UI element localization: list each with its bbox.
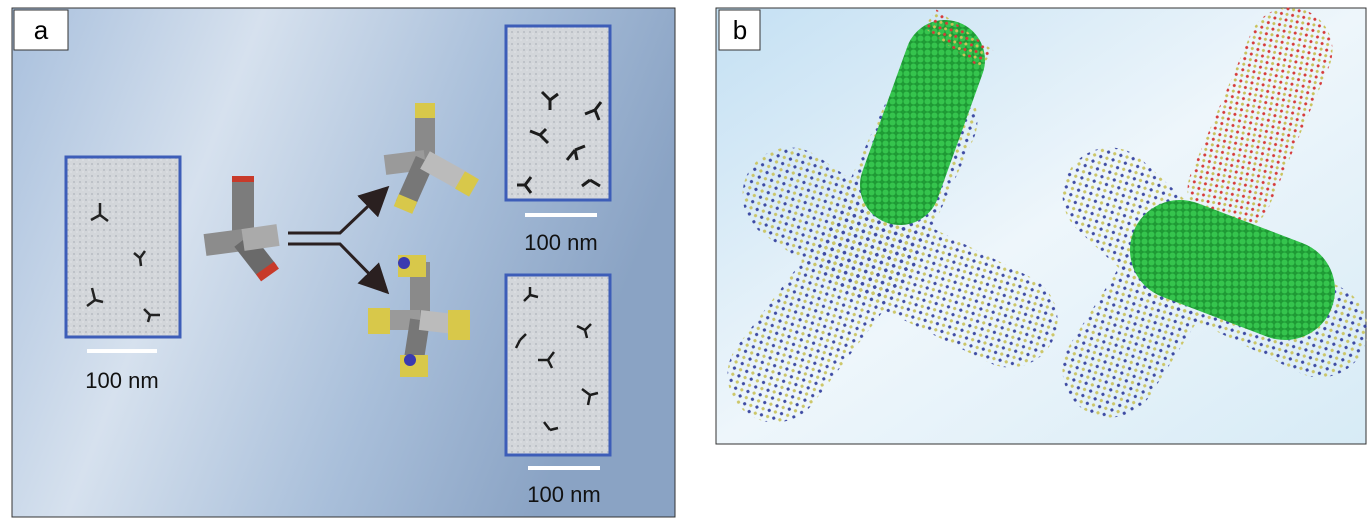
figure-shape bbox=[243, 235, 278, 240]
scale-label: 100 nm bbox=[524, 230, 597, 255]
figure-shape bbox=[205, 240, 243, 245]
panel-label: a bbox=[34, 15, 49, 45]
figure-shape bbox=[265, 268, 270, 275]
figure-shape bbox=[403, 198, 408, 210]
figure-shape bbox=[448, 310, 470, 340]
figure-shape bbox=[368, 308, 390, 334]
figure-shape bbox=[66, 157, 180, 337]
figure-shape bbox=[404, 354, 416, 366]
panel-label: b bbox=[733, 15, 747, 45]
panel-a: a 100 nm bbox=[12, 8, 675, 517]
scale-label: 100 nm bbox=[527, 482, 600, 507]
page: a 100 nm bbox=[0, 0, 1368, 519]
panel-b: b bbox=[716, 8, 1366, 444]
figure-shape bbox=[506, 26, 610, 200]
figure-shape bbox=[1180, 250, 1285, 290]
figure: a 100 nm bbox=[0, 0, 1368, 519]
figure-shape bbox=[460, 180, 474, 188]
figure-shape bbox=[398, 257, 410, 269]
figure-shape bbox=[952, 30, 965, 48]
figure-shape bbox=[1230, 50, 1290, 190]
figure-shape bbox=[900, 60, 945, 185]
scale-label: 100 nm bbox=[85, 368, 158, 393]
